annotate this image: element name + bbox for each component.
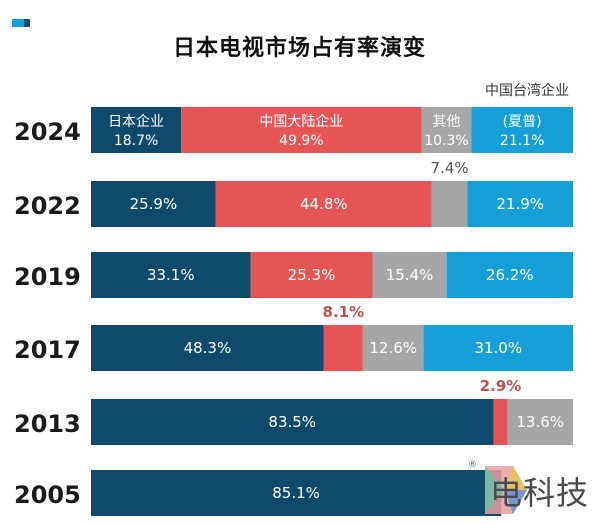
segment-name-0: 日本企业 — [108, 113, 164, 130]
bar-segment-2013-1 — [493, 399, 508, 445]
year-label-2024: 2024 — [14, 118, 81, 146]
trademark-symbol: ® — [468, 460, 477, 470]
corner-mark — [12, 12, 34, 27]
bar-segment-2013-2 — [507, 399, 573, 445]
watermark-logo — [485, 466, 527, 514]
bar-segment-2022-2 — [431, 181, 468, 227]
value-label-2019-3: 26.2% — [486, 266, 534, 284]
year-label-2013: 2013 — [14, 410, 81, 438]
value-label-2019-1: 25.3% — [288, 266, 336, 284]
value-label-2017-0: 48.3% — [184, 339, 232, 357]
year-label-2005: 2005 — [14, 481, 81, 509]
bar-segment-2013-0 — [91, 399, 494, 445]
chart-title: 日本电视市场占有率演变 — [172, 36, 426, 61]
bar-segment-2024-1 — [181, 107, 422, 153]
value-label-2022-1: 44.8% — [300, 195, 348, 213]
bar-segment-2019-2 — [372, 252, 447, 298]
segment-name-3: (夏普) — [503, 114, 542, 130]
year-label-2017: 2017 — [14, 336, 81, 364]
bar-segment-2022-1 — [215, 181, 432, 227]
value-label-2024-0: 18.7% — [114, 133, 158, 149]
outside-label-2022: 7.4% — [431, 159, 469, 177]
value-label-2022-3: 21.9% — [496, 195, 544, 213]
value-label-2024-2: 10.3% — [424, 133, 468, 149]
bar-segment-2022-3 — [467, 181, 573, 227]
outside-label-2013: 2.9% — [480, 377, 522, 395]
year-label-2019: 2019 — [14, 263, 81, 291]
bar-segment-2017-0 — [91, 325, 324, 371]
bar-segment-2022-0 — [91, 181, 216, 227]
bar-segment-2005-0 — [91, 470, 502, 516]
bar-segment-2019-0 — [91, 252, 251, 298]
value-label-2024-1: 49.9% — [279, 133, 323, 149]
bar-segment-2024-2 — [421, 107, 472, 153]
value-label-2013-0: 83.5% — [268, 413, 316, 431]
outside-label-2017: 8.1% — [323, 303, 365, 321]
value-label-2005-0: 85.1% — [272, 484, 320, 502]
value-label-2019-0: 33.1% — [147, 266, 195, 284]
value-label-2022-0: 25.9% — [130, 195, 178, 213]
bar-segment-2017-2 — [362, 325, 424, 371]
value-label-2017-3: 31.0% — [474, 339, 522, 357]
legend-taiwan: 中国台湾企业 — [485, 83, 569, 99]
bar-segment-2019-3 — [446, 252, 573, 298]
year-label-2022: 2022 — [14, 192, 81, 220]
bar-segment-2024-0 — [91, 107, 182, 153]
segment-name-2: 其他 — [432, 114, 460, 130]
value-label-2013-2: 13.6% — [516, 413, 564, 431]
bar-segment-2019-1 — [250, 252, 373, 298]
value-label-2017-2: 12.6% — [369, 339, 417, 357]
bar-segment-2017-3 — [423, 325, 573, 371]
bar-segment-2017-1 — [323, 325, 363, 371]
watermark-text: 电科技 — [490, 474, 590, 512]
value-label-2024-3: 21.1% — [500, 133, 544, 149]
bar-segment-2024-3 — [471, 107, 573, 153]
segment-name-1: 中国大陆企业 — [259, 113, 343, 130]
value-label-2019-2: 15.4% — [386, 266, 434, 284]
